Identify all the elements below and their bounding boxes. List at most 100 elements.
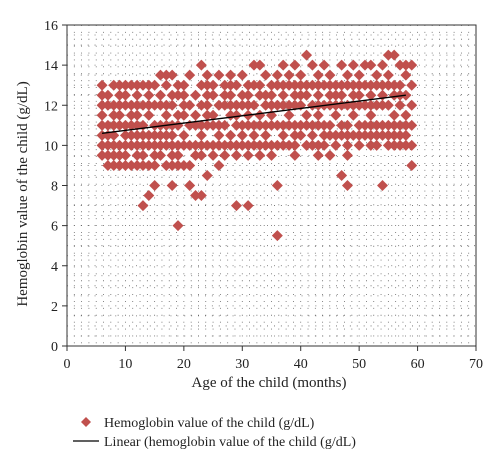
data-point bbox=[306, 59, 318, 71]
data-point bbox=[388, 109, 400, 121]
data-point bbox=[283, 119, 295, 131]
data-point bbox=[277, 139, 289, 151]
data-point bbox=[406, 159, 418, 171]
x-tick-label: 70 bbox=[469, 357, 483, 372]
data-point bbox=[400, 109, 412, 121]
data-point bbox=[336, 89, 348, 101]
data-point bbox=[108, 99, 120, 111]
data-point bbox=[324, 119, 336, 131]
data-point bbox=[160, 139, 172, 151]
y-tick-label: 6 bbox=[51, 220, 58, 235]
data-point bbox=[178, 99, 190, 111]
data-point bbox=[266, 149, 277, 161]
data-point bbox=[365, 129, 377, 141]
data-point bbox=[114, 139, 126, 151]
data-point bbox=[190, 190, 202, 202]
data-point bbox=[108, 149, 120, 161]
data-point bbox=[230, 200, 242, 212]
data-point bbox=[254, 79, 266, 91]
x-tick-label: 30 bbox=[235, 357, 249, 372]
data-point bbox=[289, 59, 301, 71]
data-point bbox=[388, 79, 400, 91]
x-tick-label: 40 bbox=[294, 357, 308, 372]
data-point bbox=[102, 89, 114, 101]
data-point bbox=[359, 129, 371, 141]
data-point bbox=[266, 99, 277, 111]
data-point bbox=[324, 149, 336, 161]
data-point bbox=[184, 69, 196, 81]
data-point bbox=[178, 139, 190, 151]
data-point bbox=[306, 119, 318, 131]
data-point bbox=[160, 69, 172, 81]
data-point bbox=[172, 159, 184, 171]
data-point bbox=[254, 89, 266, 101]
data-point bbox=[125, 109, 137, 121]
data-point bbox=[353, 99, 365, 111]
data-point bbox=[201, 79, 213, 91]
data-point bbox=[283, 139, 295, 151]
data-point bbox=[377, 99, 389, 111]
data-point bbox=[166, 159, 178, 171]
data-point bbox=[371, 69, 383, 81]
data-point bbox=[295, 89, 307, 101]
data-point bbox=[324, 69, 336, 81]
data-point bbox=[242, 200, 254, 212]
data-point bbox=[143, 190, 155, 202]
data-point bbox=[184, 139, 196, 151]
data-point bbox=[260, 89, 272, 101]
data-point bbox=[184, 99, 196, 111]
data-point bbox=[160, 79, 172, 91]
data-point bbox=[166, 180, 178, 191]
data-point bbox=[149, 119, 161, 131]
data-point bbox=[377, 79, 389, 91]
data-point bbox=[125, 79, 137, 91]
legend: Hemoglobin value of the child (g/dL) Lin… bbox=[73, 416, 356, 450]
data-point bbox=[219, 119, 231, 131]
data-point bbox=[318, 129, 330, 141]
data-point bbox=[341, 79, 353, 91]
data-point bbox=[242, 119, 254, 131]
data-point bbox=[96, 149, 108, 161]
data-point bbox=[137, 79, 149, 91]
data-point bbox=[271, 180, 283, 191]
data-point bbox=[96, 139, 108, 151]
data-point bbox=[266, 89, 277, 101]
y-tick-label: 16 bbox=[44, 19, 58, 34]
data-point bbox=[400, 129, 412, 141]
data-point bbox=[254, 139, 266, 151]
data-point bbox=[108, 119, 120, 131]
data-point bbox=[195, 129, 207, 141]
data-point bbox=[301, 49, 313, 61]
data-point bbox=[207, 149, 219, 161]
data-point bbox=[388, 129, 400, 141]
legend-label-points: Hemoglobin value of the child (g/dL) bbox=[104, 416, 315, 431]
data-point bbox=[131, 159, 143, 171]
data-point bbox=[131, 139, 143, 151]
data-point bbox=[260, 99, 272, 111]
data-point bbox=[301, 139, 313, 151]
data-point bbox=[312, 99, 324, 111]
y-tick-label: 4 bbox=[51, 260, 58, 275]
data-point bbox=[143, 89, 155, 101]
data-point bbox=[219, 139, 231, 151]
data-point bbox=[353, 79, 365, 91]
x-tick-label: 10 bbox=[118, 357, 132, 372]
y-tick-label: 8 bbox=[51, 180, 58, 195]
data-point bbox=[400, 59, 412, 71]
data-point bbox=[388, 119, 400, 131]
y-tick-label: 2 bbox=[51, 300, 58, 315]
data-point bbox=[172, 89, 184, 101]
data-point bbox=[149, 99, 161, 111]
data-point bbox=[119, 119, 131, 131]
data-point bbox=[347, 79, 359, 91]
data-point bbox=[102, 139, 114, 151]
data-point bbox=[102, 99, 114, 111]
data-point bbox=[195, 59, 207, 71]
y-tick-label: 14 bbox=[44, 59, 58, 74]
data-point bbox=[137, 139, 149, 151]
data-point bbox=[377, 129, 389, 141]
data-point bbox=[225, 99, 237, 111]
data-point bbox=[143, 79, 155, 91]
data-point bbox=[400, 139, 412, 151]
data-point bbox=[289, 139, 301, 151]
